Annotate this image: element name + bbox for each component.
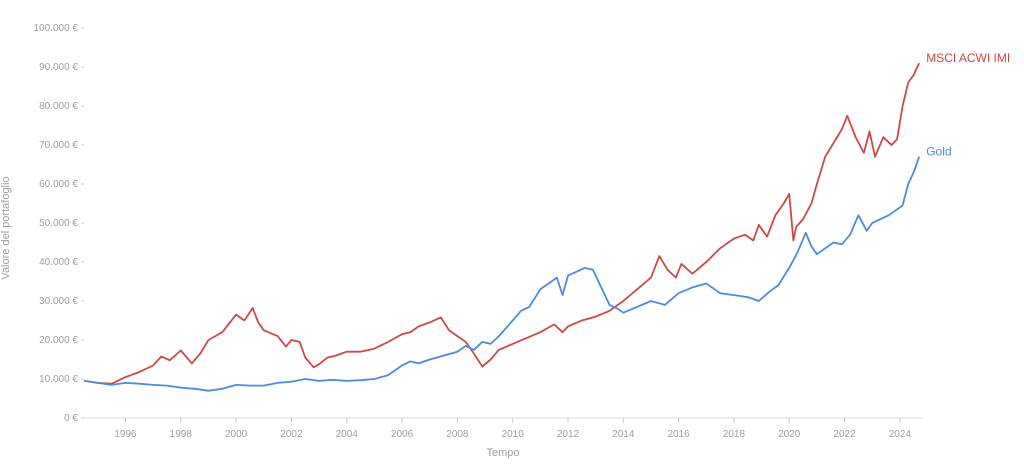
x-tick-label: 2014 xyxy=(612,429,635,440)
y-tick-label: 0 € xyxy=(64,413,78,424)
y-tick-label: 40.000 € xyxy=(39,257,78,268)
y-tick-label: 20.000 € xyxy=(39,335,78,346)
x-tick-label: 2024 xyxy=(889,429,912,440)
x-tick-label: 2018 xyxy=(723,429,746,440)
x-axis-title: Tempo xyxy=(486,447,519,459)
y-axis-title: Valore del portafoglio xyxy=(0,176,12,279)
y-tick-label: 70.000 € xyxy=(39,140,78,151)
x-axis-ticks: 1996 1998 2000 2002 2004 2006 2008 2010 2012 2014… xyxy=(114,418,911,440)
x-tick-label: 2012 xyxy=(557,429,580,440)
x-tick-label: 2016 xyxy=(667,429,690,440)
x-tick-label: 2000 xyxy=(225,429,248,440)
y-tick-label: 100.000 € xyxy=(34,23,79,34)
y-axis-ticks: 0 € 10.000 € 20.000 € 30.000 € 40.000 € 50.00… xyxy=(34,23,84,424)
y-tick-label: 50.000 € xyxy=(39,218,78,229)
y-tick-label: 60.000 € xyxy=(39,179,78,190)
x-tick-label: 2004 xyxy=(336,429,359,440)
x-tick-label: 2022 xyxy=(833,429,856,440)
x-tick-label: 2002 xyxy=(280,429,303,440)
x-tick-label: 2020 xyxy=(778,429,801,440)
series-line-1 xyxy=(83,156,921,392)
y-tick-label: 10.000 € xyxy=(39,374,78,385)
x-tick-label: 2008 xyxy=(446,429,469,440)
y-tick-label: 90.000 € xyxy=(39,62,78,73)
series-label-1: Gold xyxy=(926,145,951,159)
x-tick-label: 2010 xyxy=(502,429,525,440)
series-line-0 xyxy=(83,62,921,385)
y-tick-label: 80.000 € xyxy=(39,101,78,112)
x-tick-label: 2006 xyxy=(391,429,414,440)
series-layer: MSCI ACWI IMI Gold xyxy=(83,51,1010,392)
series-label-0: MSCI ACWI IMI xyxy=(926,51,1010,65)
y-tick-label: 30.000 € xyxy=(39,296,78,307)
x-tick-label: 1996 xyxy=(114,429,137,440)
x-tick-label: 1998 xyxy=(170,429,193,440)
